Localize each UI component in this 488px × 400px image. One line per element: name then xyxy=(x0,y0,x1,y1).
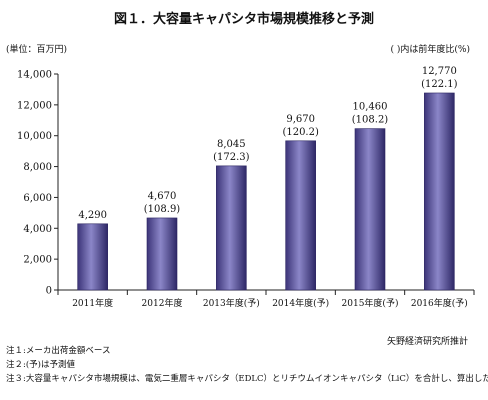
bar xyxy=(285,140,316,291)
x-tick-label: 2011年度 xyxy=(72,297,113,309)
y-tick-label: 8,000 xyxy=(23,162,52,173)
x-tick-label: 2016年度(予) xyxy=(411,297,468,309)
growth-label: (122.1) xyxy=(421,79,458,90)
y-tick-label: 12,000 xyxy=(17,100,52,111)
chart-title: 図１．大容量キャパシタ市場規模推移と予測 xyxy=(113,12,374,27)
x-tick-label: 2015年度(予) xyxy=(342,297,399,309)
x-tick-label: 2014年度(予) xyxy=(272,297,329,309)
value-label: 4,670 xyxy=(148,191,177,202)
y-tick-label: 4,000 xyxy=(23,224,52,235)
data-labels: 2011年度 4,290 2012年度 (108.9) 4,670 2013年度(予) (1… xyxy=(72,66,468,309)
growth-rate-note: ( )内は前年度比(%) xyxy=(390,45,470,55)
value-label: 10,460 xyxy=(353,102,388,113)
value-label: 4,290 xyxy=(78,210,107,221)
bar-series xyxy=(77,92,455,291)
bar xyxy=(146,217,178,291)
y-tick-label: 6,000 xyxy=(23,193,52,204)
x-tick-label: 2012年度 xyxy=(142,297,183,309)
x-tick-label: 2013年度(予) xyxy=(203,297,260,309)
y-axis-unit-label: (単位：百万円) xyxy=(6,45,68,55)
growth-label: (172.3) xyxy=(213,152,250,163)
footnote-1: 注１:メーカ出荷金額ベース xyxy=(6,346,111,356)
bar xyxy=(77,223,108,291)
growth-label: (120.2) xyxy=(282,127,319,138)
value-label: 8,045 xyxy=(217,139,246,150)
bar xyxy=(216,165,247,291)
source-label: 矢野経済研究所推計 xyxy=(386,337,468,347)
growth-label: (108.2) xyxy=(352,115,389,126)
value-label: 12,770 xyxy=(422,66,457,77)
value-label: 9,670 xyxy=(286,114,315,125)
growth-label: (108.9) xyxy=(144,204,181,215)
bar xyxy=(354,128,386,291)
y-tick-label: 0 xyxy=(46,286,52,297)
bar xyxy=(424,92,455,291)
footnote-2: 注２:(予)は予測値 xyxy=(6,360,75,370)
y-tick-label: 14,000 xyxy=(17,70,52,81)
footnote-3: 注３:大容量キャパシタ市場規模は、電気二重層キャパシタ（EDLC）とリチウムイオ… xyxy=(6,374,488,384)
y-tick-label: 2,000 xyxy=(23,255,52,266)
y-tick-label: 10,000 xyxy=(17,131,52,142)
chart-axes: 0 2,000 4,000 6,000 8,000 10,000 12,000 14,000 xyxy=(17,70,475,297)
